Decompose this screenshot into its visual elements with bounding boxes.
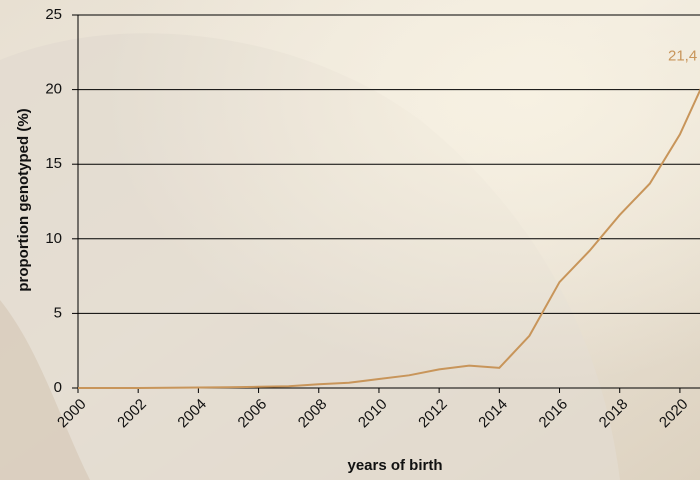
x-axis-title: years of birth xyxy=(347,457,442,474)
y-tick-label: 25 xyxy=(45,6,62,23)
y-tick-label: 0 xyxy=(54,379,62,396)
data-label: 21,4 xyxy=(668,48,697,65)
y-tick-label: 20 xyxy=(45,81,62,98)
y-tick-label: 10 xyxy=(45,230,62,247)
y-axis-title: proportion genotyped (%) xyxy=(15,108,32,291)
y-tick-label: 5 xyxy=(54,304,62,321)
data-line xyxy=(78,88,700,389)
y-tick-label: 15 xyxy=(45,155,62,172)
